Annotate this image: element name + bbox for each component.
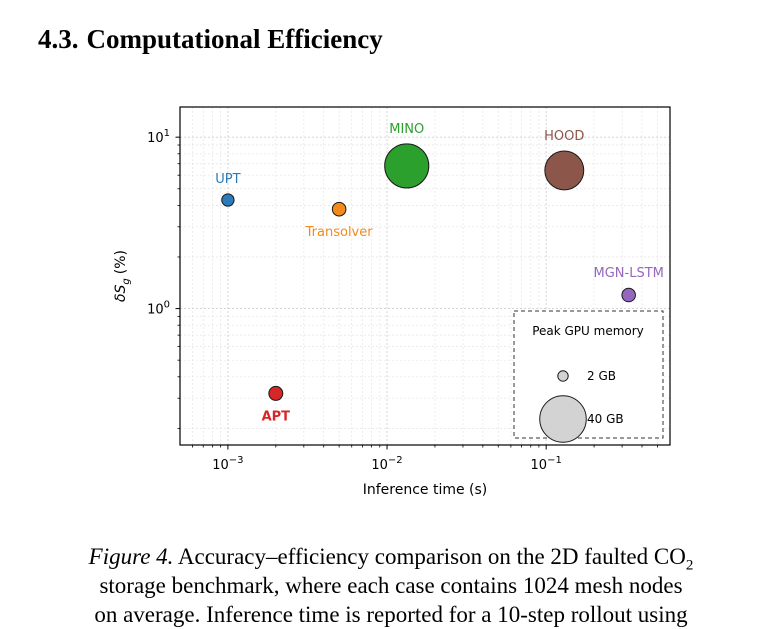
point-label-mino: MINO	[389, 122, 424, 137]
y-axis-label-sub: g	[121, 278, 132, 284]
legend-title: Peak GPU memory	[532, 324, 644, 338]
point-label-apt: APT	[262, 409, 291, 424]
caption-line-2: storage benchmark, where each case conta…	[99, 573, 683, 598]
x-tick-label: 10−1	[531, 455, 562, 473]
legend-marker-40-gb	[539, 395, 587, 443]
plot-frame	[179, 106, 671, 446]
y-axis-label-main: δS	[113, 284, 129, 302]
scatter-points: UPT Transolver MINO HOOD MGN-LSTM APT	[215, 122, 664, 425]
x-axis-label: Inference time (s)	[363, 482, 488, 498]
point-label-mgn-lstm: MGN-LSTM	[594, 266, 664, 281]
legend-label-40-gb: 40 GB	[587, 412, 624, 426]
point-label-hood: HOOD	[544, 129, 584, 144]
legend: Peak GPU memory 2 GB 40 GB	[513, 310, 664, 443]
legend-label-2-gb: 2 GB	[587, 369, 616, 383]
caption-line-1-sub: 2	[685, 557, 694, 574]
section-number: 4.3.	[38, 24, 79, 54]
legend-marker-2-gb	[557, 370, 569, 382]
point-mino	[384, 143, 430, 189]
section-title: Computational Efficiency	[86, 24, 383, 54]
point-label-transolver: Transolver	[305, 225, 374, 240]
y-axis-label: δSg (%)	[113, 250, 132, 302]
x-tick-label: 10−3	[212, 455, 243, 473]
legend-entries: 2 GB 40 GB	[539, 369, 624, 443]
y-axis-label-unit: (%)	[113, 250, 129, 274]
point-label-upt: UPT	[215, 172, 240, 187]
caption-line-1: Figure 4. Accuracy–efficiency comparison…	[36, 542, 746, 574]
y-tick-label: 101	[147, 128, 170, 146]
point-apt	[268, 385, 284, 401]
point-hood	[544, 150, 585, 191]
point-mgn-lstm	[621, 287, 636, 303]
caption-line-1-text: Accuracy–efficiency comparison on the 2D…	[177, 544, 686, 569]
point-upt	[221, 193, 235, 207]
x-tick-label: 10−2	[371, 455, 402, 473]
point-transolver	[331, 201, 347, 217]
caption-label: Figure 4.	[88, 544, 174, 569]
legend-box	[513, 310, 664, 439]
figure-caption: Figure 4. Accuracy–efficiency comparison…	[36, 542, 746, 629]
section-heading: 4.3. Computational Efficiency	[38, 24, 383, 55]
caption-line-3: on average. Inference time is reported f…	[94, 602, 688, 627]
axis-ticks	[175, 136, 658, 450]
y-tick-label: 100	[147, 300, 170, 318]
axis-tick-labels: 10−3 10−2 10−1 100 101	[147, 128, 562, 473]
efficiency-scatter-chart: 10−3 10−2 10−1 100 101 Inference time (s) δS…	[113, 106, 671, 498]
